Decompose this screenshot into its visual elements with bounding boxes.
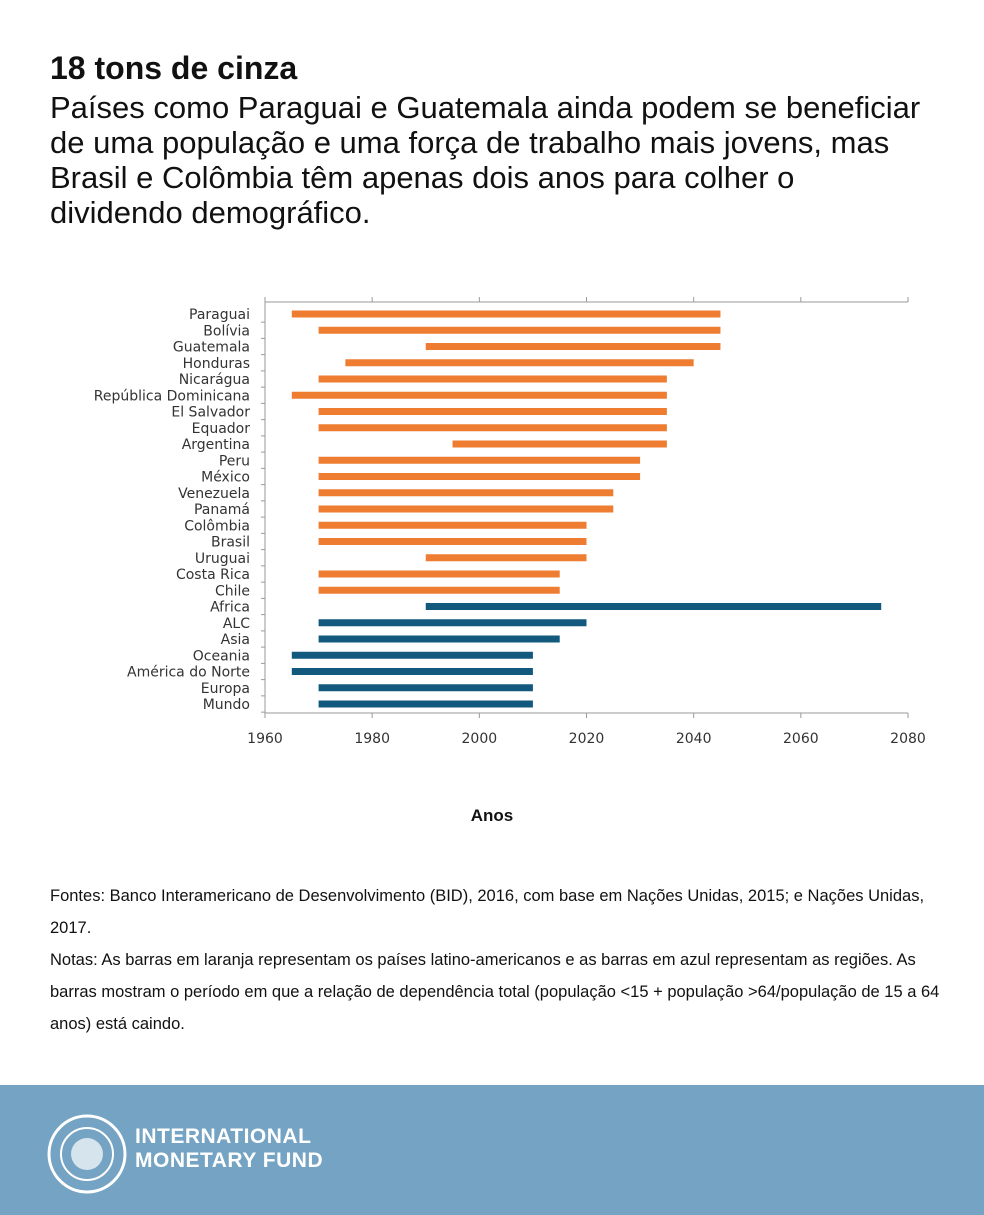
x-tick-label: 1980 xyxy=(354,731,390,747)
bar xyxy=(425,603,882,610)
chart: 1960 1980 2000 2020 2040 2060 2080 Anos Paraguai… xyxy=(94,297,926,825)
logo-text: INTERNATIONAL xyxy=(135,1125,312,1148)
logo-seal xyxy=(47,1114,127,1194)
notes: Notas: As barras em laranja representam … xyxy=(50,951,940,1033)
y-tick-label: ALC xyxy=(223,616,250,632)
bar xyxy=(318,586,560,594)
y-tick-label: El Salvador xyxy=(171,405,250,421)
y-tick-label: Mundo xyxy=(203,697,250,713)
bar xyxy=(318,375,667,383)
bar xyxy=(318,473,641,480)
y-tick-label: Brasil xyxy=(211,535,250,551)
y-tick-label: Venezuela xyxy=(178,486,250,502)
bar xyxy=(318,326,721,334)
y-tick-label: Panamá xyxy=(194,502,250,518)
bar xyxy=(318,700,533,708)
title: 18 tons de cinza xyxy=(50,50,298,86)
footer-band: INTERNATIONAL MONETARY FUND xyxy=(0,1085,984,1215)
y-tick-label: República Dominicana xyxy=(94,388,250,404)
bar xyxy=(291,651,533,659)
y-tick-label: Africa xyxy=(210,600,250,616)
bar xyxy=(452,440,667,448)
x-tick-label: 2020 xyxy=(569,731,605,747)
bar xyxy=(318,521,587,529)
bar xyxy=(345,359,694,367)
logo-text: MONETARY FUND xyxy=(135,1149,324,1172)
y-tick-label: Oceania xyxy=(193,648,250,664)
y-tick-label: Asia xyxy=(221,632,250,648)
y-tick-label: Chile xyxy=(215,583,250,599)
x-tick-label: 2060 xyxy=(783,731,819,747)
x-axis-label: Anos xyxy=(471,806,514,825)
bar xyxy=(318,424,667,432)
y-tick-label: Honduras xyxy=(183,356,250,372)
bar xyxy=(318,505,614,513)
y-tick-label: Colômbia xyxy=(184,518,250,534)
bar xyxy=(318,619,587,627)
y-tick-label: Peru xyxy=(219,453,250,469)
y-tick-label: Nicarágua xyxy=(179,372,250,388)
bar xyxy=(318,570,560,578)
x-tick-label: 1960 xyxy=(247,731,283,747)
bar xyxy=(318,489,614,497)
bar xyxy=(318,538,587,545)
bar xyxy=(318,456,641,464)
y-tick-label: Europa xyxy=(201,681,250,697)
subtitle: Países como Paraguai e Guatemala ainda p… xyxy=(50,90,921,230)
y-tick-label: Uruguai xyxy=(195,551,250,567)
bar xyxy=(318,635,560,643)
y-tick-label: Bolívia xyxy=(203,323,250,339)
y-tick-label: América do Norte xyxy=(127,665,250,681)
y-tick-label: Paraguai xyxy=(189,307,250,323)
y-tick-label: Guatemala xyxy=(173,340,250,356)
x-tick-label: 2040 xyxy=(676,731,712,747)
bar xyxy=(318,408,667,415)
y-tick-label: Equador xyxy=(192,421,251,437)
bar xyxy=(318,684,533,692)
bar xyxy=(291,391,667,399)
bar xyxy=(425,554,587,562)
y-tick-label: Costa Rica xyxy=(176,567,250,583)
bar xyxy=(425,343,721,350)
sources: Fontes: Banco Interamericano de Desenvol… xyxy=(50,887,925,937)
x-tick-label: 2000 xyxy=(462,731,498,747)
y-tick-label: Argentina xyxy=(182,437,250,453)
x-tick-label: 2080 xyxy=(890,731,926,747)
bar xyxy=(291,668,533,675)
bar xyxy=(291,310,721,318)
y-tick-label: México xyxy=(201,470,250,486)
